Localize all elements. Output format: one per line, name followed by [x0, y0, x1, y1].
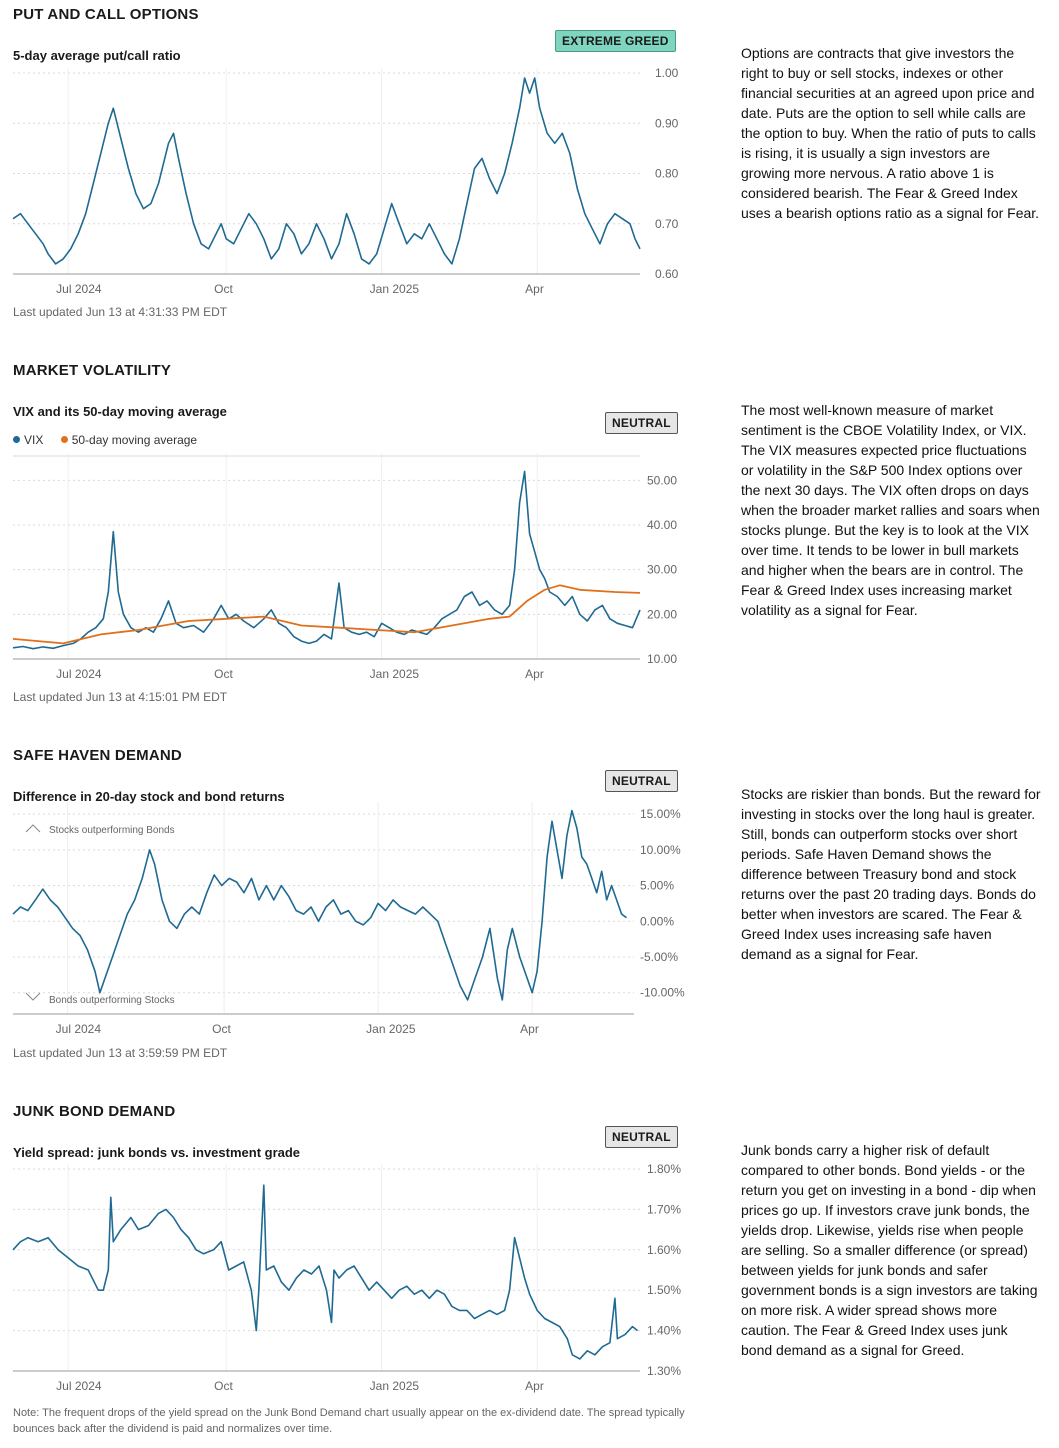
y-tick-label: 1.30%	[647, 1364, 681, 1378]
series-line-put-call-ratio	[12, 77, 641, 265]
legend-swatch-vix	[13, 436, 20, 443]
y-tick-label: 1.60%	[647, 1243, 681, 1257]
y-tick-label: 0.60	[655, 267, 679, 281]
chart-subtitle: Difference in 20-day stock and bond retu…	[13, 789, 285, 804]
section-description: Options are contracts that give investor…	[741, 45, 1040, 221]
y-tick-label: 15.00%	[640, 807, 681, 821]
x-tick-label: Oct	[214, 1379, 233, 1393]
x-tick-label: Jul 2024	[56, 1022, 102, 1036]
section-title: PUT AND CALL OPTIONS	[13, 6, 199, 23]
sentiment-badge: NEUTRAL	[605, 412, 678, 434]
y-tick-label: 40.00	[647, 518, 677, 532]
last-updated: Last updated Jun 13 at 4:15:01 PM EDT	[13, 690, 228, 704]
y-tick-label: 10.00	[647, 652, 677, 666]
chart-subtitle: VIX and its 50-day moving average	[13, 404, 227, 419]
last-updated: Last updated Jun 13 at 3:59:59 PM EDT	[13, 1046, 228, 1060]
x-tick-label: Jan 2025	[370, 1379, 420, 1393]
vix-chart: 10.00 20.00 30.00 40.00 50.00 Jul 2024 Oct Jan …	[12, 453, 677, 681]
sentiment-badge: NEUTRAL	[605, 770, 678, 792]
arrow-up-icon	[25, 824, 41, 833]
legend-label-ma: 50-day moving average	[71, 433, 198, 447]
y-tick-label: 0.80	[655, 167, 679, 181]
section-description: The most well-known measure of market se…	[741, 402, 1040, 618]
y-tick-label: 30.00	[647, 563, 677, 577]
y-tick-label: 0.90	[655, 116, 679, 130]
chart-subtitle: 5-day average put/call ratio	[13, 48, 181, 63]
series-line-vix	[12, 470, 641, 650]
y-tick-label: 50.00	[647, 473, 677, 487]
x-tick-label: Apr	[520, 1022, 539, 1036]
x-tick-label: Apr	[525, 1379, 544, 1393]
y-tick-label: 10.00%	[640, 843, 681, 857]
section-volatility: MARKET VOLATILITY VIX and its 50-day mov…	[0, 355, 1059, 715]
x-tick-label: Jan 2025	[370, 667, 420, 681]
safe-haven-chart: -10.00% -5.00% 0.00% 5.00% 10.00% 15.00% Jul 2…	[12, 802, 685, 1036]
y-tick-label: 20.00	[647, 607, 677, 621]
section-title: MARKET VOLATILITY	[13, 362, 172, 379]
y-tick-label: 0.00%	[640, 914, 674, 928]
last-updated: Last updated Jun 13 at 4:31:33 PM EDT	[13, 305, 228, 319]
y-tick-label: 1.00	[655, 66, 679, 80]
x-tick-label: Apr	[525, 282, 544, 296]
y-tick-label: -5.00%	[640, 950, 678, 964]
legend-label-vix: VIX	[24, 433, 44, 447]
junk-bond-chart: 1.30% 1.40% 1.50% 1.60% 1.70% 1.80% Jul 2024 Oc…	[12, 1162, 681, 1393]
chart-subtitle: Yield spread: junk bonds vs. investment …	[13, 1145, 301, 1160]
arrow-down-icon	[25, 992, 41, 1001]
y-tick-label: -10.00%	[640, 986, 685, 1000]
x-tick-label: Apr	[525, 667, 544, 681]
section-title: JUNK BOND DEMAND	[13, 1103, 176, 1120]
y-tick-label: 1.80%	[647, 1162, 681, 1176]
y-tick-label: 1.50%	[647, 1283, 681, 1297]
annotation-bonds-outperforming: Bonds outperforming Stocks	[49, 995, 175, 1006]
x-tick-label: Jan 2025	[370, 282, 420, 296]
x-tick-label: Jul 2024	[56, 1379, 102, 1393]
x-tick-label: Jul 2024	[56, 667, 102, 681]
annotation-stocks-outperforming: Stocks outperforming Bonds	[49, 825, 175, 836]
x-tick-label: Oct	[214, 667, 233, 681]
series-line-50-day-moving-average	[12, 584, 641, 645]
y-tick-label: 0.70	[655, 217, 679, 231]
x-tick-label: Jul 2024	[56, 282, 102, 296]
section-description: Junk bonds carry a higher risk of defaul…	[741, 1142, 1038, 1358]
section-junk-bond: JUNK BOND DEMAND Yield spread: junk bond…	[0, 1096, 1059, 1448]
legend-item-ma: 50-day moving average	[60, 433, 198, 447]
y-tick-label: 1.70%	[647, 1202, 681, 1216]
section-title: SAFE HAVEN DEMAND	[13, 747, 182, 764]
junk-bond-note: Note: The frequent drops of the yield sp…	[13, 1407, 685, 1435]
section-description: Stocks are riskier than bonds. But the r…	[741, 786, 1041, 962]
sentiment-badge: NEUTRAL	[605, 1126, 678, 1148]
section-safe-haven: SAFE HAVEN DEMAND Difference in 20-day s…	[0, 740, 1059, 1070]
section-put-call: PUT AND CALL OPTIONS 5-day average put/c…	[0, 0, 1059, 340]
legend-item-vix: VIX	[13, 433, 43, 447]
series-line-yield-spread	[12, 1184, 638, 1360]
x-tick-label: Oct	[214, 282, 233, 296]
sentiment-badge: EXTREME GREED	[555, 30, 676, 52]
chart-legend: VIX 50-day moving average	[13, 433, 197, 447]
legend-swatch-ma	[60, 436, 68, 443]
put-call-chart: 0.60 0.70 0.80 0.90 1.00 Jul 2024 Oct Jan 2025 A…	[12, 66, 679, 296]
y-tick-label: 1.40%	[647, 1324, 681, 1338]
series-line-stock-bond-return-difference	[12, 809, 627, 1001]
x-tick-label: Oct	[212, 1022, 231, 1036]
y-tick-label: 5.00%	[640, 879, 674, 893]
x-tick-label: Jan 2025	[366, 1022, 416, 1036]
